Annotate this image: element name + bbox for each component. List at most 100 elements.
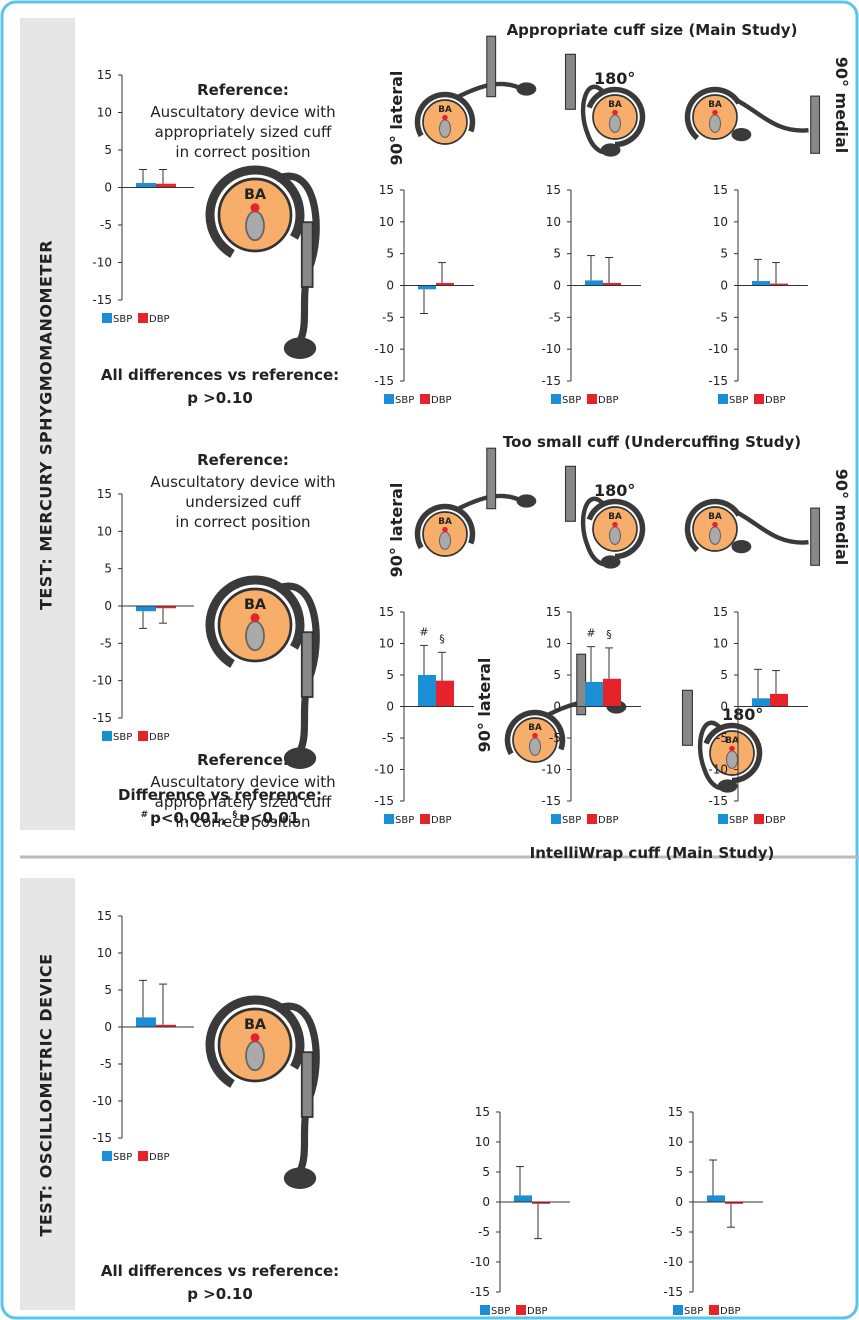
y-tick-label: 15 xyxy=(379,605,394,619)
bone xyxy=(610,115,621,133)
border xyxy=(2,2,857,1318)
legend-swatch xyxy=(420,814,430,824)
legend-label: DBP xyxy=(431,395,452,406)
artery-label: BA xyxy=(608,512,622,522)
bone xyxy=(530,738,541,756)
legend-label: DBP xyxy=(149,314,170,325)
reference-line: Auscultatory device with xyxy=(150,103,335,121)
legend-label: SBP xyxy=(113,732,132,743)
y-tick-label: -10 xyxy=(663,1255,683,1269)
gauge xyxy=(566,54,576,109)
bulb xyxy=(517,82,537,95)
y-tick-label: 0 xyxy=(104,1020,112,1034)
superscript: § xyxy=(233,810,238,820)
caption-line: #p<0.001,§p<0.01 xyxy=(141,809,300,827)
y-tick-label: -15 xyxy=(92,1131,112,1145)
y-tick-label: 0 xyxy=(553,279,561,293)
legend-swatch xyxy=(718,814,728,824)
legend-label: DBP xyxy=(527,1306,548,1317)
position-label: 90° lateral xyxy=(387,71,406,166)
reference-heading: Reference: xyxy=(197,451,289,469)
reference-line: Auscultatory device with xyxy=(150,473,335,491)
artery xyxy=(442,527,448,533)
arm-icon: BA xyxy=(688,90,820,154)
legend-label: DBP xyxy=(598,815,619,826)
y-tick-label: -10 xyxy=(92,1094,112,1108)
position-label: 180° xyxy=(722,705,763,724)
y-tick-label: -10 xyxy=(374,763,394,777)
tube xyxy=(737,513,809,543)
legend-label: SBP xyxy=(729,815,748,826)
y-tick-label: -15 xyxy=(470,1285,490,1299)
artery-label: BA xyxy=(438,105,452,115)
reference-line: appropriately sized cuff xyxy=(155,123,332,141)
bulb xyxy=(284,1167,316,1189)
legend-label: DBP xyxy=(598,395,619,406)
y-tick-label: 0 xyxy=(482,1195,490,1209)
legend-label: SBP xyxy=(491,1306,510,1317)
bar xyxy=(418,286,436,290)
bar xyxy=(136,606,156,611)
y-tick-label: 0 xyxy=(104,599,112,613)
bar xyxy=(136,1017,156,1027)
y-tick-label: -15 xyxy=(663,1285,683,1299)
y-tick-label: 5 xyxy=(553,247,561,261)
y-tick-label: 15 xyxy=(713,605,728,619)
gauge xyxy=(683,690,693,745)
bar xyxy=(585,682,603,707)
legend-swatch xyxy=(138,313,148,323)
y-tick-label: 15 xyxy=(713,183,728,197)
gauge xyxy=(811,508,820,565)
y-tick-label: 5 xyxy=(720,247,728,261)
bulb xyxy=(601,555,621,568)
y-tick-label: 15 xyxy=(97,909,112,923)
bulb xyxy=(517,494,537,507)
legend-label: SBP xyxy=(729,395,748,406)
gauge xyxy=(487,448,496,509)
bulb xyxy=(284,337,316,359)
reference-heading: Reference: xyxy=(197,81,289,99)
y-tick-label: 0 xyxy=(386,700,394,714)
legend-swatch xyxy=(138,1151,148,1161)
legend-swatch xyxy=(754,814,764,824)
arm-icon: BA xyxy=(418,448,537,556)
y-tick-label: -15 xyxy=(708,794,728,808)
y-tick-label: 5 xyxy=(675,1165,683,1179)
legend-label: SBP xyxy=(684,1306,703,1317)
significance-marker: § xyxy=(606,628,612,641)
y-tick-label: 0 xyxy=(675,1195,683,1209)
legend-swatch xyxy=(102,731,112,741)
y-tick-label: -15 xyxy=(374,794,394,808)
figure: TEST: MERCURY SPHYGMOMANOMETERTEST: OSCI… xyxy=(0,0,859,1320)
bulb xyxy=(718,779,738,792)
gauge xyxy=(302,1052,313,1117)
bar xyxy=(156,184,176,188)
legend-label: DBP xyxy=(431,815,452,826)
superscript: # xyxy=(141,810,149,820)
bulb xyxy=(732,128,752,141)
section-label: TEST: MERCURY SPHYGMOMANOMETER xyxy=(37,240,56,610)
bone xyxy=(710,527,721,545)
position-label: 90° medial xyxy=(832,57,851,154)
artery xyxy=(442,115,448,121)
y-tick-label: 0 xyxy=(720,700,728,714)
legend-label: SBP xyxy=(113,314,132,325)
y-tick-label: 5 xyxy=(386,247,394,261)
y-tick-label: -5 xyxy=(100,1057,112,1071)
bone xyxy=(246,211,264,240)
legend-swatch xyxy=(480,1305,490,1315)
bar xyxy=(770,694,788,707)
y-tick-label: -5 xyxy=(549,310,561,324)
bar xyxy=(136,183,156,188)
caption-line: p >0.10 xyxy=(187,1285,253,1303)
caption-heading: Difference vs reference: xyxy=(118,786,322,804)
caption-part: p<0.01 xyxy=(239,809,299,827)
y-tick-label: -15 xyxy=(708,374,728,388)
y-tick-label: 15 xyxy=(546,183,561,197)
legend-label: DBP xyxy=(149,732,170,743)
y-tick-label: 0 xyxy=(386,279,394,293)
bar xyxy=(514,1195,532,1202)
y-tick-label: 15 xyxy=(97,487,112,501)
y-tick-label: 5 xyxy=(386,668,394,682)
bar xyxy=(585,280,603,285)
